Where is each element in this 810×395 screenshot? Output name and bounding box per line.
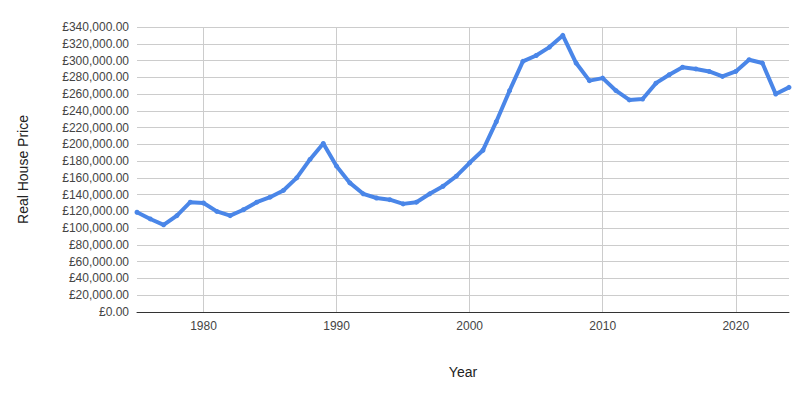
svg-text:£20,000.00: £20,000.00 — [69, 288, 129, 302]
svg-text:Year: Year — [449, 364, 478, 380]
svg-text:£240,000.00: £240,000.00 — [62, 104, 129, 118]
svg-text:£300,000.00: £300,000.00 — [62, 54, 129, 68]
svg-text:Real House Price: Real House Price — [15, 115, 31, 224]
svg-text:£100,000.00: £100,000.00 — [62, 221, 129, 235]
svg-text:1980: 1980 — [190, 319, 217, 333]
svg-text:2020: 2020 — [722, 319, 749, 333]
svg-text:2000: 2000 — [456, 319, 483, 333]
svg-text:£60,000.00: £60,000.00 — [69, 255, 129, 269]
svg-text:£0.00: £0.00 — [99, 305, 129, 319]
svg-text:£280,000.00: £280,000.00 — [62, 70, 129, 84]
svg-text:£220,000.00: £220,000.00 — [62, 121, 129, 135]
svg-text:2010: 2010 — [589, 319, 616, 333]
svg-text:£80,000.00: £80,000.00 — [69, 238, 129, 252]
svg-text:£140,000.00: £140,000.00 — [62, 188, 129, 202]
svg-text:£200,000.00: £200,000.00 — [62, 137, 129, 151]
svg-text:£340,000.00: £340,000.00 — [62, 20, 129, 34]
svg-text:£320,000.00: £320,000.00 — [62, 37, 129, 51]
svg-text:£120,000.00: £120,000.00 — [62, 204, 129, 218]
svg-text:£260,000.00: £260,000.00 — [62, 87, 129, 101]
svg-text:1990: 1990 — [323, 319, 350, 333]
svg-text:£160,000.00: £160,000.00 — [62, 171, 129, 185]
svg-text:£180,000.00: £180,000.00 — [62, 154, 129, 168]
svg-text:£40,000.00: £40,000.00 — [69, 271, 129, 285]
